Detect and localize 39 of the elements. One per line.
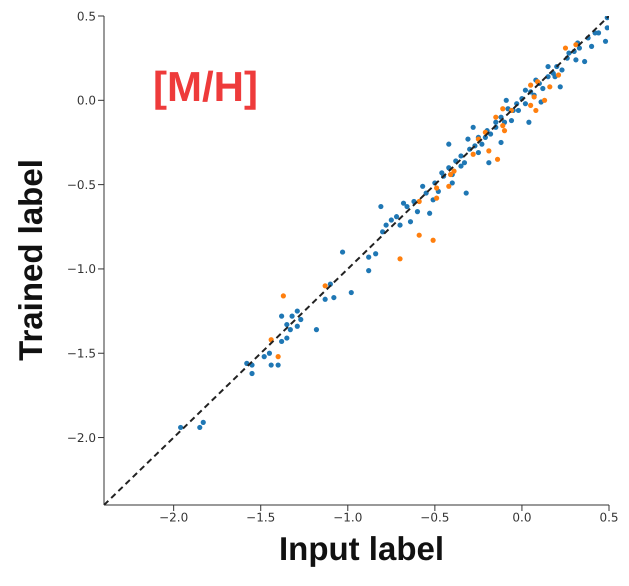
y-axis-title: Trained label bbox=[12, 158, 50, 363]
x-tick-label: −1.5 bbox=[246, 510, 276, 525]
point bbox=[430, 238, 436, 243]
point bbox=[434, 196, 440, 201]
point bbox=[416, 232, 422, 238]
point bbox=[446, 184, 452, 189]
annotation: [M/H] bbox=[153, 63, 258, 111]
point bbox=[500, 106, 506, 112]
point bbox=[528, 82, 534, 88]
point bbox=[493, 114, 498, 120]
point bbox=[397, 256, 403, 262]
point bbox=[451, 168, 457, 174]
y-tick-label: 0.5 bbox=[76, 9, 96, 24]
point bbox=[533, 108, 538, 114]
y-tick-label: −1.0 bbox=[66, 262, 96, 276]
point bbox=[500, 123, 506, 128]
point bbox=[556, 72, 562, 78]
point bbox=[547, 84, 552, 90]
point bbox=[470, 152, 476, 157]
x-tick-label: −0.5 bbox=[420, 510, 450, 525]
point bbox=[280, 293, 286, 299]
y-tick-label: −2.0 bbox=[66, 430, 96, 445]
point bbox=[486, 148, 492, 154]
y-tick-label: −1.5 bbox=[66, 346, 96, 360]
point bbox=[322, 283, 328, 288]
point bbox=[542, 98, 548, 103]
x-tick-label: 0.0 bbox=[512, 510, 532, 525]
x-tick-label: −1.0 bbox=[333, 510, 362, 525]
y-tick-label: −0.5 bbox=[66, 178, 96, 192]
x-tick-label: −2.0 bbox=[159, 510, 188, 525]
y-tick-label: 0.0 bbox=[76, 94, 96, 108]
point bbox=[494, 156, 500, 162]
point bbox=[502, 128, 508, 134]
point bbox=[434, 185, 440, 191]
point bbox=[276, 354, 281, 360]
point bbox=[562, 45, 568, 51]
x-axis-title: Input label bbox=[278, 530, 445, 568]
point bbox=[528, 102, 534, 108]
x-tick-label: 0.5 bbox=[599, 510, 619, 525]
